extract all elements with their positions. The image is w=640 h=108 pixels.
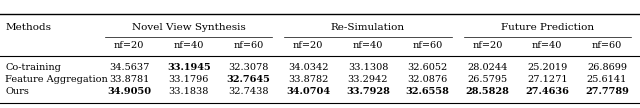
Text: 33.2942: 33.2942 <box>348 75 388 84</box>
Text: nf=40: nf=40 <box>532 41 563 51</box>
Text: 32.6052: 32.6052 <box>408 64 448 72</box>
Text: 27.7789: 27.7789 <box>585 87 629 97</box>
Text: nf=20: nf=20 <box>114 41 144 51</box>
Text: 33.1838: 33.1838 <box>168 87 209 97</box>
Text: 25.2019: 25.2019 <box>527 64 567 72</box>
Text: nf=60: nf=60 <box>413 41 443 51</box>
Text: Future Prediction: Future Prediction <box>500 23 594 32</box>
Text: 33.8782: 33.8782 <box>288 75 328 84</box>
Text: 25.6141: 25.6141 <box>587 75 627 84</box>
Text: Re-Simulation: Re-Simulation <box>331 23 405 32</box>
Text: nf=20: nf=20 <box>472 41 502 51</box>
Text: nf=20: nf=20 <box>293 41 323 51</box>
Text: 26.5795: 26.5795 <box>467 75 508 84</box>
Text: 32.7438: 32.7438 <box>228 87 269 97</box>
Text: 33.7928: 33.7928 <box>346 87 390 97</box>
Text: nf=60: nf=60 <box>592 41 622 51</box>
Text: 32.7645: 32.7645 <box>227 75 271 84</box>
Text: 34.5637: 34.5637 <box>109 64 149 72</box>
Text: 32.6558: 32.6558 <box>406 87 450 97</box>
Text: 27.1271: 27.1271 <box>527 75 568 84</box>
Text: nf=40: nf=40 <box>353 41 383 51</box>
Text: Methods: Methods <box>5 22 51 32</box>
Text: 28.0244: 28.0244 <box>467 64 508 72</box>
Text: Co-training: Co-training <box>5 64 61 72</box>
Text: nf=40: nf=40 <box>173 41 204 51</box>
Text: 34.9050: 34.9050 <box>107 87 151 97</box>
Text: Feature Aggregation: Feature Aggregation <box>5 75 108 84</box>
Text: nf=60: nf=60 <box>234 41 264 51</box>
Text: 33.8781: 33.8781 <box>109 75 149 84</box>
Text: 33.1945: 33.1945 <box>167 64 211 72</box>
Text: 34.0342: 34.0342 <box>288 64 328 72</box>
Text: 34.0704: 34.0704 <box>286 87 330 97</box>
Text: 26.8699: 26.8699 <box>587 64 627 72</box>
Text: 32.3078: 32.3078 <box>228 64 269 72</box>
Text: 27.4636: 27.4636 <box>525 87 569 97</box>
Text: 33.1308: 33.1308 <box>348 64 388 72</box>
Text: Ours: Ours <box>5 87 29 97</box>
Text: 33.1796: 33.1796 <box>168 75 209 84</box>
Text: 28.5828: 28.5828 <box>465 87 509 97</box>
Text: 32.0876: 32.0876 <box>408 75 448 84</box>
Text: Novel View Synthesis: Novel View Synthesis <box>132 23 246 32</box>
